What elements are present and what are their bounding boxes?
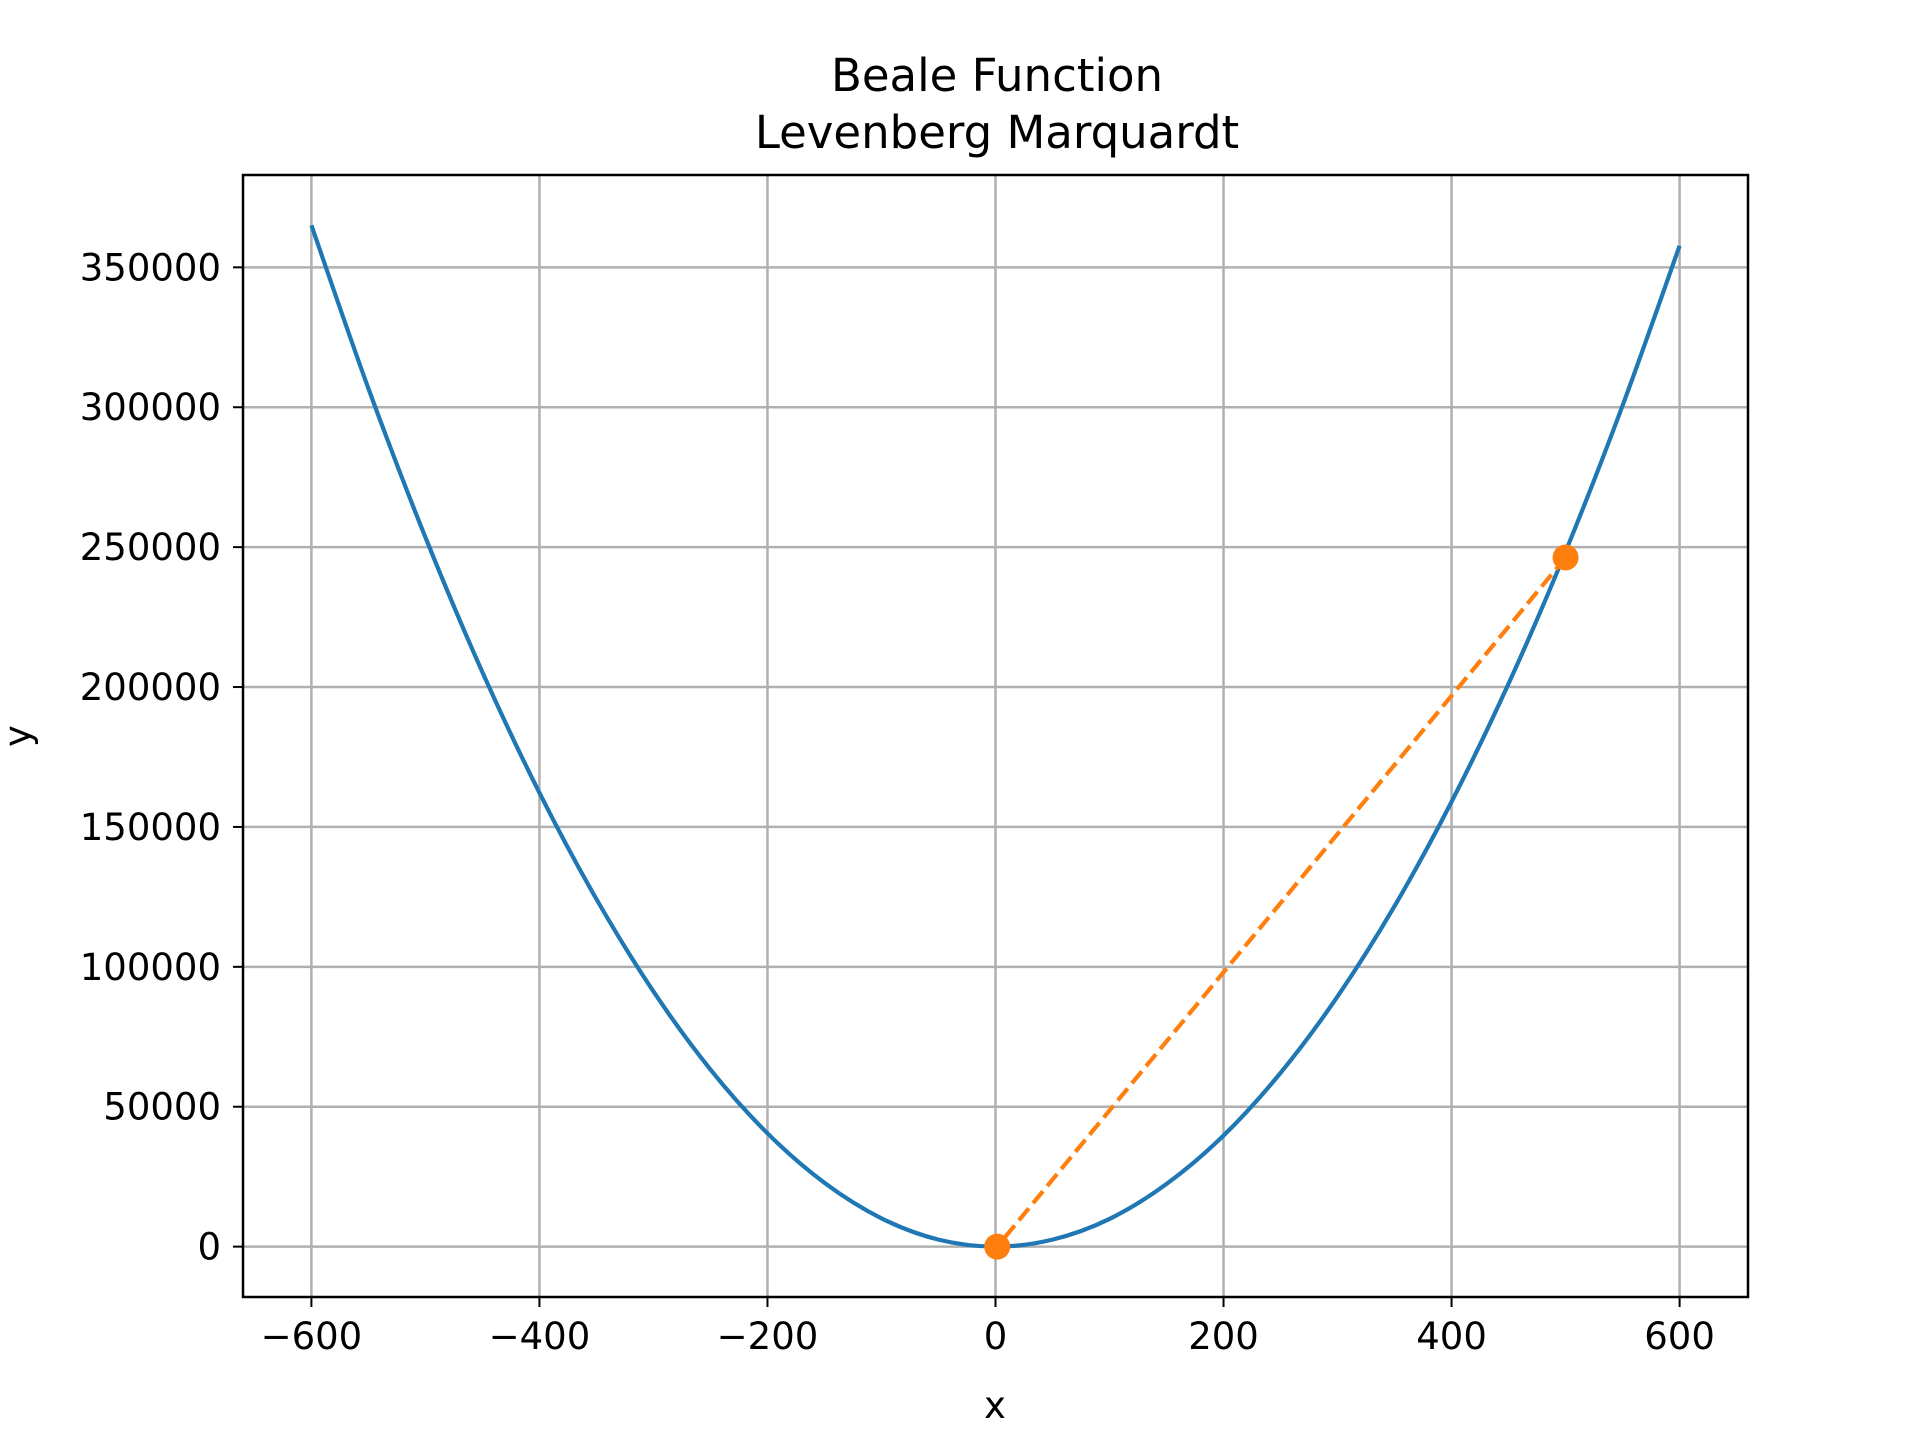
y-axis-label: y xyxy=(0,725,39,747)
y-tick-label: 350000 xyxy=(80,246,221,289)
x-tick-label: −400 xyxy=(489,1315,591,1358)
x-tick-label: 600 xyxy=(1644,1315,1715,1358)
x-axis-label: x xyxy=(984,1384,1006,1427)
path-point-marker xyxy=(984,1233,1011,1260)
chart-subtitle: Levenberg Marquardt xyxy=(755,106,1239,159)
axis-ticks: −600 −400 −200 0 200 400 600 0 50000 100000 150000… xyxy=(80,246,1715,1358)
plot-series xyxy=(309,224,1682,1260)
x-tick-label: −600 xyxy=(261,1315,363,1358)
grid xyxy=(243,175,1748,1297)
y-tick-label: 100000 xyxy=(80,946,221,989)
x-tick-label: −200 xyxy=(717,1315,819,1358)
y-tick-label: 200000 xyxy=(80,666,221,709)
x-tick-label: 200 xyxy=(1188,1315,1259,1358)
y-tick-label: 250000 xyxy=(80,526,221,569)
y-tick-label: 0 xyxy=(197,1226,221,1269)
path-point-marker xyxy=(1552,544,1579,571)
y-tick-label: 150000 xyxy=(80,806,221,849)
x-tick-label: 0 xyxy=(984,1315,1008,1358)
path-series-line xyxy=(995,556,1568,1248)
y-tick-label: 50000 xyxy=(103,1086,221,1129)
x-tick-label: 400 xyxy=(1416,1315,1487,1358)
y-tick-label: 300000 xyxy=(80,386,221,429)
chart-title: Beale Function xyxy=(831,49,1163,102)
